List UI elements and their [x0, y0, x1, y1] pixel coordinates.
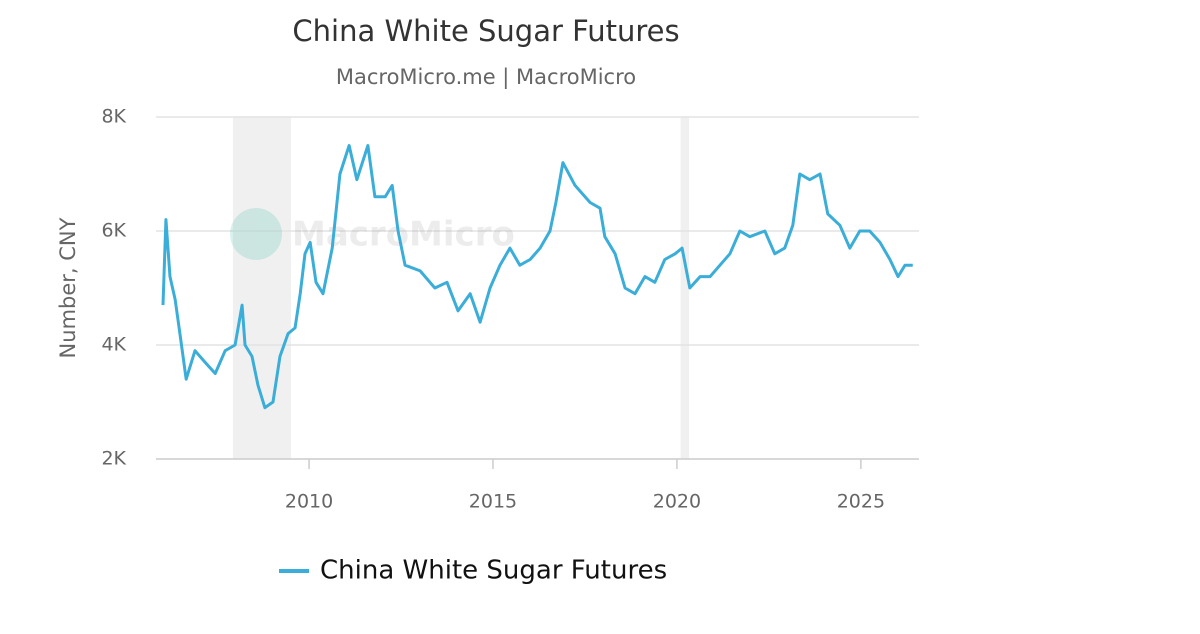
x-tick-label: 2015: [469, 491, 517, 513]
x-tick-label: 2010: [285, 491, 333, 513]
y-tick-label: 4K: [101, 334, 126, 356]
x-tick-label: 2025: [837, 491, 885, 513]
chart-title: China White Sugar Futures: [292, 14, 679, 48]
legend-label[interactable]: China White Sugar Futures: [320, 556, 667, 586]
watermark-text: MacroMicro: [292, 215, 515, 255]
y-tick-label: 2K: [101, 448, 126, 470]
watermark-logo: [230, 208, 282, 260]
x-tick-label: 2020: [653, 491, 701, 513]
chart-subtitle: MacroMicro.me | MacroMicro: [336, 65, 636, 90]
data-line: [161, 144, 913, 410]
shaded-range: [680, 117, 690, 459]
watermark: MacroMicro: [230, 208, 515, 260]
y-axis-title: Number, CNY: [56, 217, 80, 358]
y-tick-label: 6K: [101, 220, 126, 242]
y-tick-label: 8K: [101, 106, 126, 128]
shaded-range: [232, 117, 292, 459]
